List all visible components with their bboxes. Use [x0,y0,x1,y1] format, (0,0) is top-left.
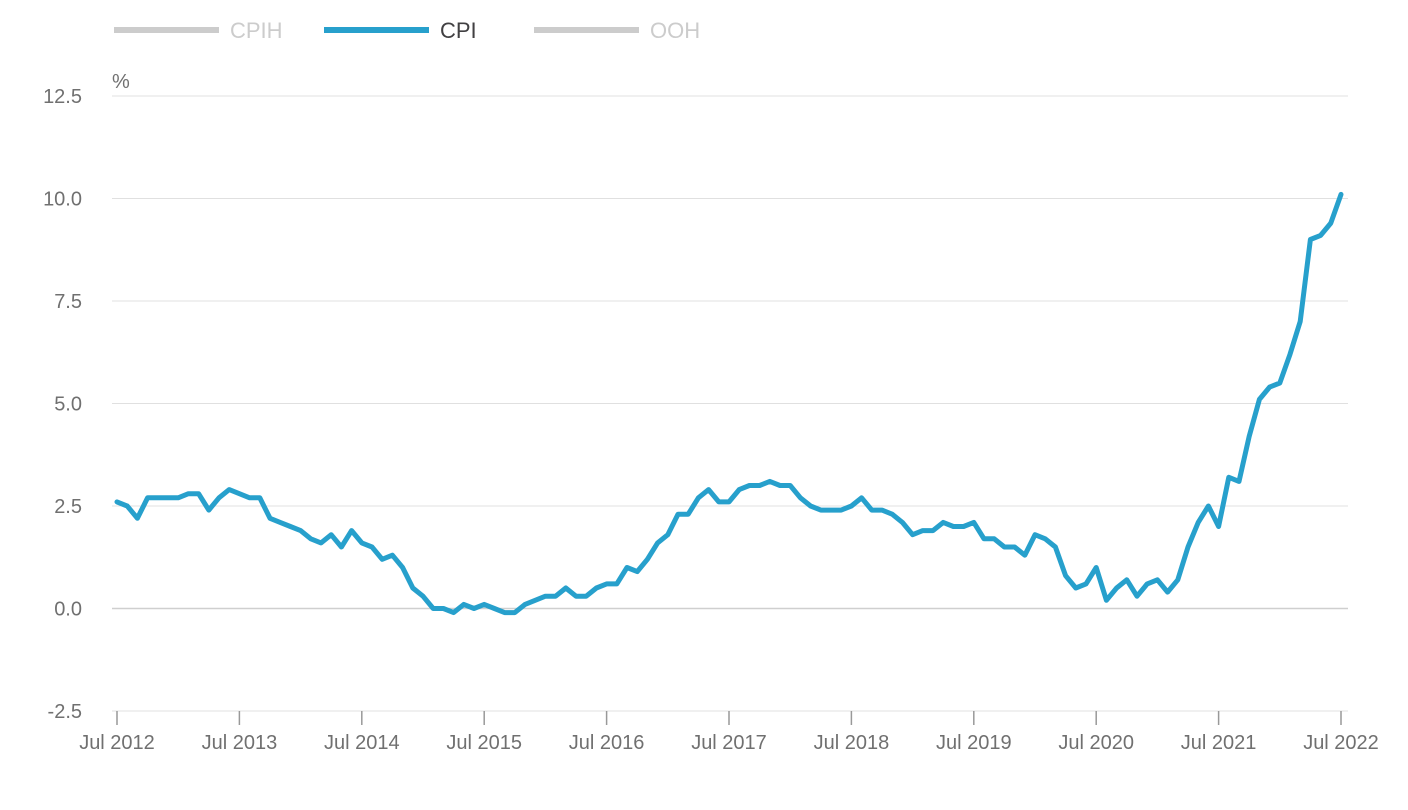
y-tick-label: -2.5 [48,701,82,723]
x-axis: Jul 2012 Jul 2013 Jul 2014 Jul 2015 Jul 2016… [79,711,1379,754]
legend-label: OOH [650,18,700,43]
legend-label: CPIH [230,18,283,43]
x-tick-label: Jul 2014 [324,732,400,754]
legend-item-ooh[interactable]: OOH [534,18,700,43]
x-tick-label: Jul 2017 [691,732,767,754]
y-tick-label: 12.5 [43,86,82,108]
y-tick-label: 5.0 [54,394,82,416]
x-tick-label: Jul 2021 [1181,732,1257,754]
x-tick-label: Jul 2020 [1058,732,1134,754]
legend-item-cpi[interactable]: CPI [324,18,477,43]
series-line-cpi [114,191,1344,616]
y-tick-label: 2.5 [54,496,82,518]
legend-item-cpih[interactable]: CPIH [114,18,283,43]
y-tick-label: 10.0 [43,189,82,211]
legend: CPIH CPI OOH [114,18,700,43]
y-tick-label: 7.5 [54,291,82,313]
y-axis-ticks: 12.5 10.0 7.5 5.0 2.5 0.0 -2.5 [43,86,82,723]
x-tick-label: Jul 2018 [814,732,890,754]
x-tick-label: Jul 2012 [79,732,155,754]
legend-label: CPI [440,18,477,43]
x-tick-label: Jul 2013 [202,732,278,754]
y-axis-unit-label: % [112,71,130,93]
gridlines [112,95,1348,712]
series-layer [114,191,1344,616]
x-tick-label: Jul 2015 [446,732,522,754]
x-tick-label: Jul 2016 [569,732,645,754]
y-tick-label: 0.0 [54,599,82,621]
x-tick-label: Jul 2022 [1303,732,1379,754]
x-tick-label: Jul 2019 [936,732,1012,754]
